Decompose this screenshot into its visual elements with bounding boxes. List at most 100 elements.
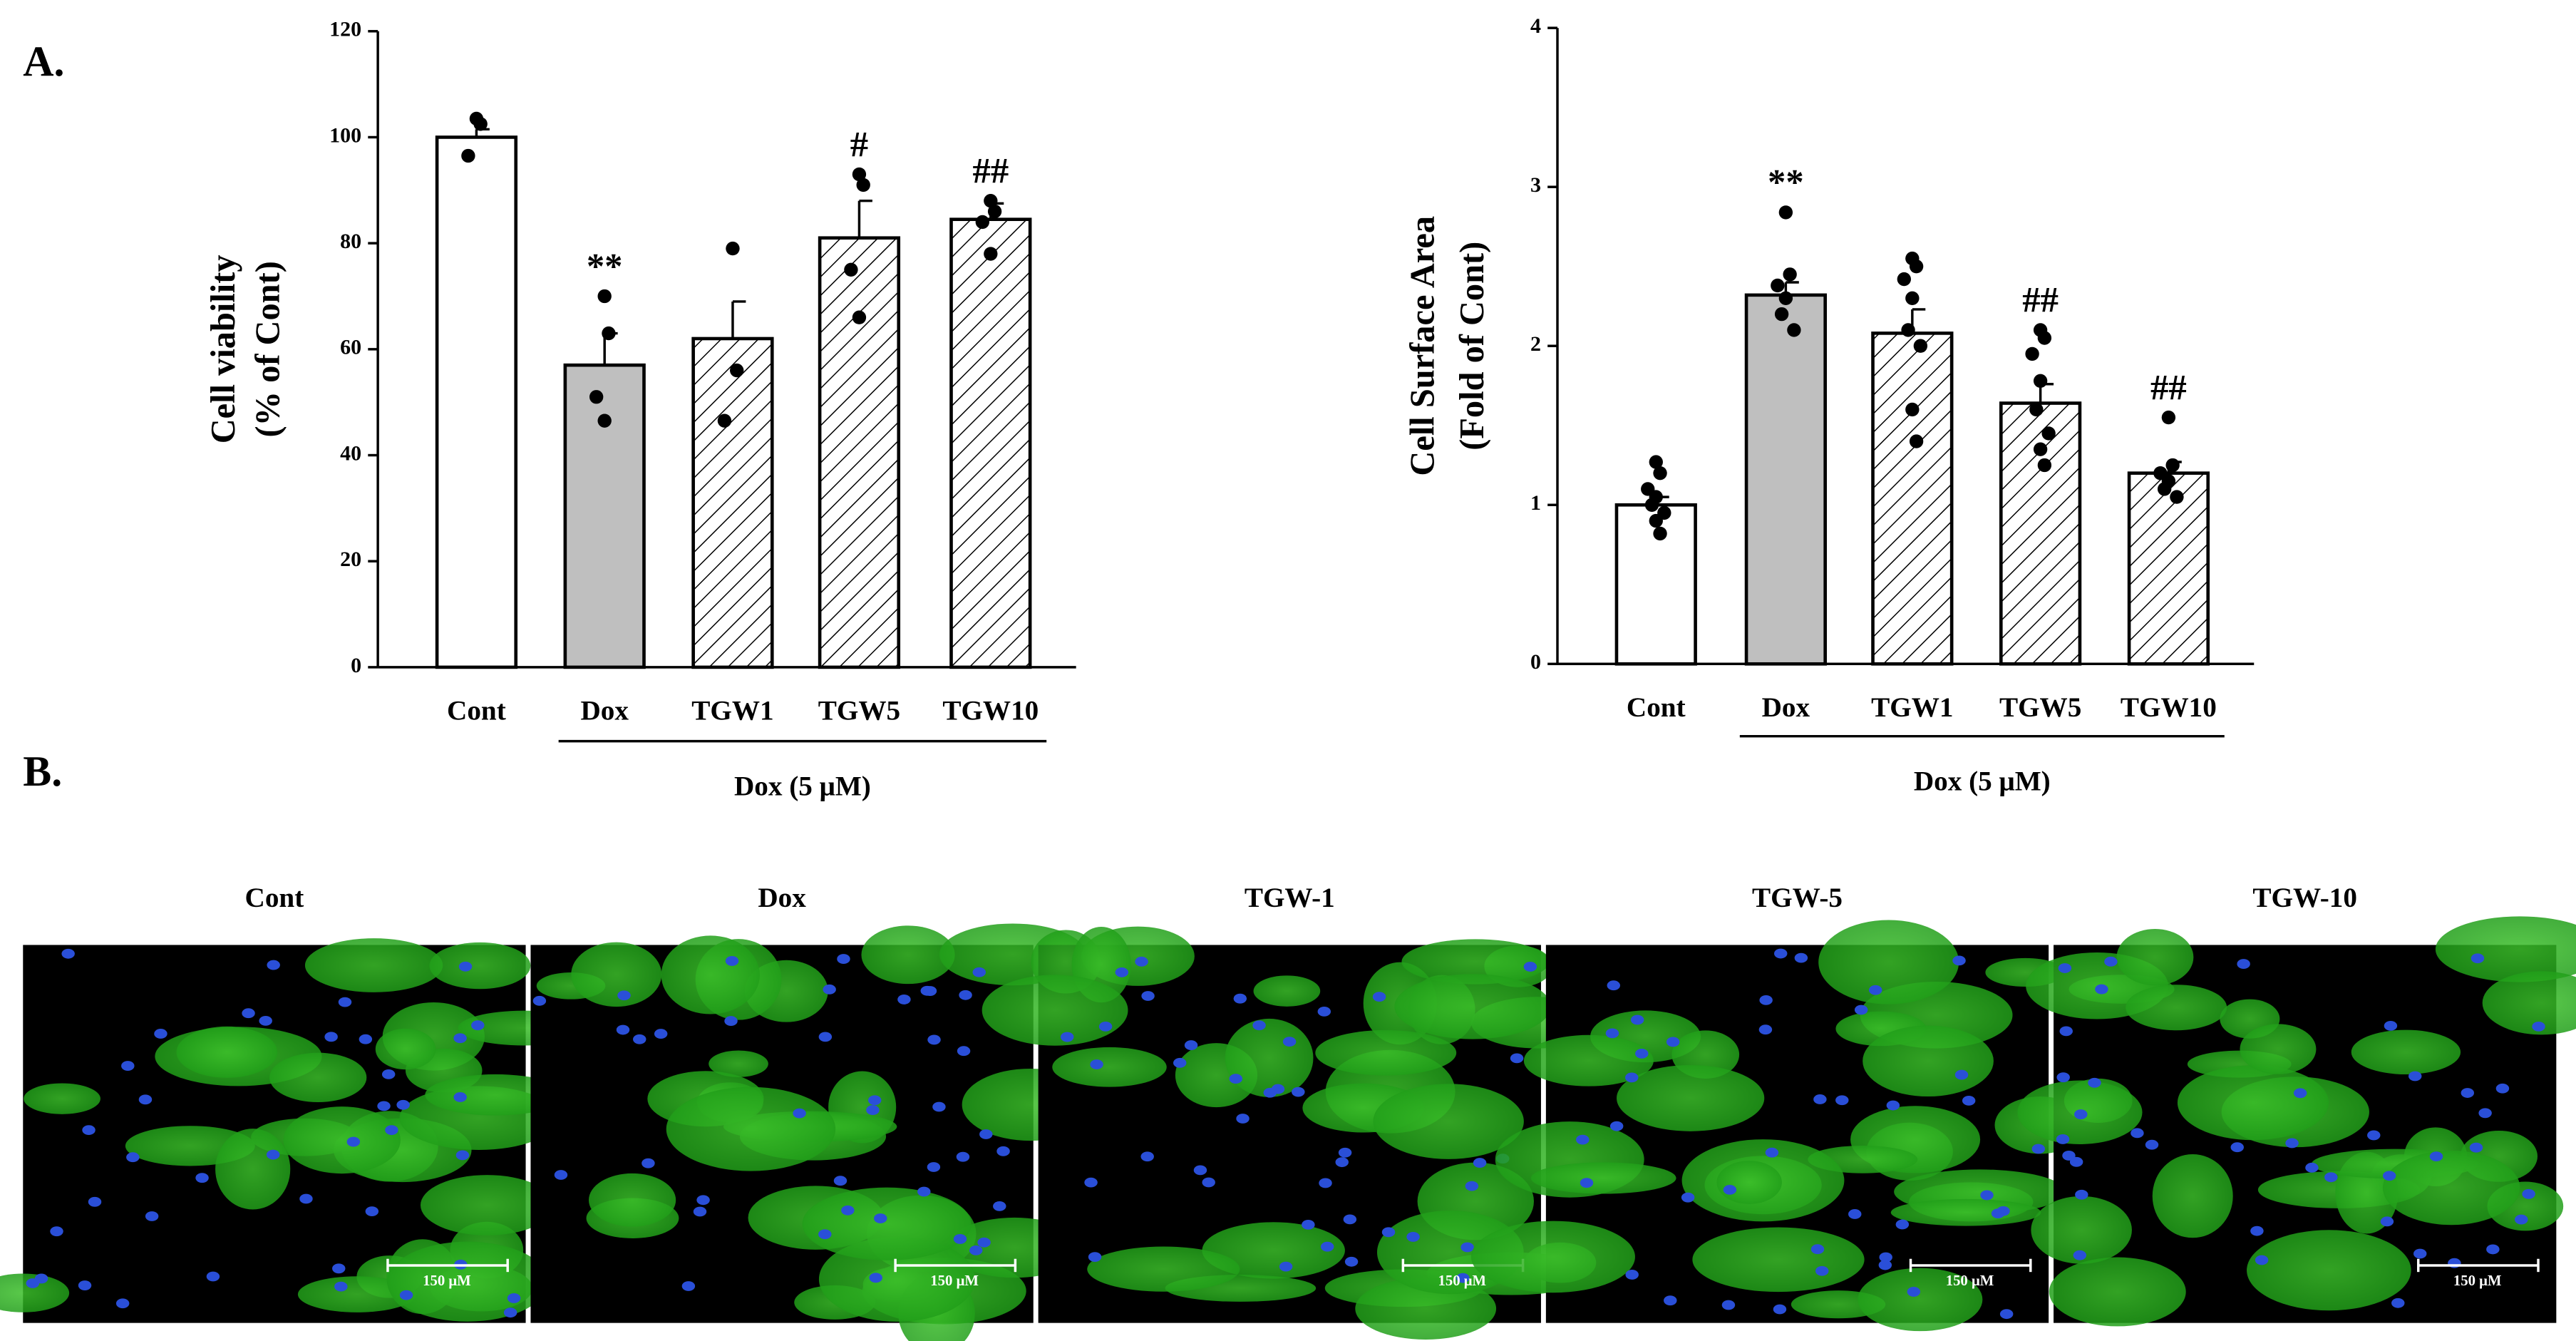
y-tick-label: 120 xyxy=(329,18,361,41)
cell xyxy=(588,1173,676,1227)
nucleus xyxy=(2293,1088,2307,1099)
nucleus xyxy=(1271,1084,1285,1094)
nucleus xyxy=(923,986,937,996)
nucleus xyxy=(972,967,986,977)
nucleus xyxy=(2104,956,2118,967)
nucleus xyxy=(2382,1171,2396,1181)
data-point xyxy=(984,247,998,261)
cell xyxy=(1530,1162,1676,1194)
nucleus xyxy=(1681,1192,1695,1203)
bar xyxy=(818,236,901,669)
y-tick-label: 20 xyxy=(340,548,361,571)
nucleus xyxy=(1879,1252,1892,1263)
nucleus xyxy=(617,990,631,1001)
data-point xyxy=(597,413,612,428)
y-tick-label: 60 xyxy=(340,336,361,359)
nucleus xyxy=(1229,1074,1242,1084)
data-point xyxy=(1787,323,1801,337)
nucleus xyxy=(554,1170,568,1180)
significance-mark: ** xyxy=(1768,163,1804,202)
nucleus xyxy=(1236,1114,1250,1124)
nucleus xyxy=(616,1024,630,1035)
nucleus xyxy=(1580,1178,1594,1188)
nucleus xyxy=(1813,1094,1827,1104)
y-axis-label: Cell viability xyxy=(205,255,242,443)
nucleus xyxy=(1980,1190,1994,1201)
cell xyxy=(2435,916,2576,982)
nucleus xyxy=(1607,980,1620,991)
data-point xyxy=(2170,490,2184,504)
nucleus xyxy=(2495,1083,2510,1094)
y-tick-label: 0 xyxy=(1530,650,1541,674)
nucleus xyxy=(453,1092,467,1102)
data-point xyxy=(987,204,1002,219)
nucleus xyxy=(1460,1242,1474,1253)
nucleus xyxy=(1774,948,1788,959)
cell xyxy=(1858,1268,1983,1332)
nucleus xyxy=(1372,992,1386,1002)
cell xyxy=(2247,1230,2411,1311)
cell xyxy=(215,1129,291,1210)
nucleus xyxy=(1848,1209,1862,1219)
nucleus xyxy=(338,997,352,1007)
nucleus xyxy=(34,1273,48,1284)
nucleus xyxy=(957,1046,971,1057)
nucleus xyxy=(1381,1227,1396,1238)
scale-bar-label: 150 μM xyxy=(423,1273,471,1289)
x-tick-label: Dox xyxy=(1762,692,1810,723)
cell xyxy=(1890,1198,2041,1226)
nucleus xyxy=(2429,1151,2443,1162)
cell xyxy=(666,1086,836,1171)
nucleus xyxy=(1625,1270,1639,1280)
data-point xyxy=(2033,442,2048,456)
nucleus xyxy=(979,1129,993,1139)
nucleus xyxy=(1344,1256,1359,1267)
nucleus xyxy=(1061,1032,1074,1042)
nucleus xyxy=(841,1205,855,1216)
nucleus xyxy=(654,1029,668,1039)
cell xyxy=(2049,1257,2186,1327)
data-point xyxy=(1897,272,1911,287)
cell xyxy=(1394,974,1551,1039)
cell xyxy=(2383,1150,2520,1226)
data-point xyxy=(1653,466,1667,481)
nucleus xyxy=(88,1196,102,1207)
nucleus xyxy=(1135,956,1148,967)
nucleus xyxy=(1997,1206,2010,1216)
data-point xyxy=(1783,267,1797,282)
nucleus xyxy=(1202,1177,1215,1188)
scale-bar-label: 150 μM xyxy=(1438,1273,1487,1289)
nucleus xyxy=(2145,1139,2159,1150)
data-point xyxy=(1905,402,1920,417)
nucleus xyxy=(2031,1144,2046,1154)
bar xyxy=(1744,293,1827,666)
nucleus xyxy=(1098,1021,1113,1032)
cell xyxy=(0,1273,70,1312)
data-point xyxy=(1774,307,1789,322)
nucleus xyxy=(324,1032,338,1042)
cell xyxy=(1523,1034,1654,1086)
nucleus xyxy=(1625,1072,1639,1083)
nucleus xyxy=(2380,1216,2394,1227)
nucleus xyxy=(1302,1219,1315,1230)
panel-label: B. xyxy=(23,748,62,795)
image-label: TGW-1 xyxy=(1245,883,1335,913)
cell xyxy=(2240,1024,2317,1074)
y-tick-label: 2 xyxy=(1530,332,1541,356)
cell xyxy=(1716,1161,1782,1204)
nucleus xyxy=(2486,1244,2500,1255)
nucleus xyxy=(206,1271,220,1282)
nucleus xyxy=(2305,1162,2319,1173)
data-point xyxy=(726,241,740,256)
nucleus xyxy=(793,1108,806,1119)
data-point xyxy=(1653,526,1667,541)
nucleus xyxy=(453,1033,467,1044)
nucleus xyxy=(82,1125,96,1136)
nucleus xyxy=(385,1125,398,1136)
nucleus xyxy=(956,1151,970,1162)
nucleus xyxy=(969,1245,983,1255)
nucleus xyxy=(1895,1219,1910,1230)
y-tick-label: 1 xyxy=(1530,491,1541,515)
data-point xyxy=(1778,205,1793,220)
data-point xyxy=(1649,513,1663,528)
